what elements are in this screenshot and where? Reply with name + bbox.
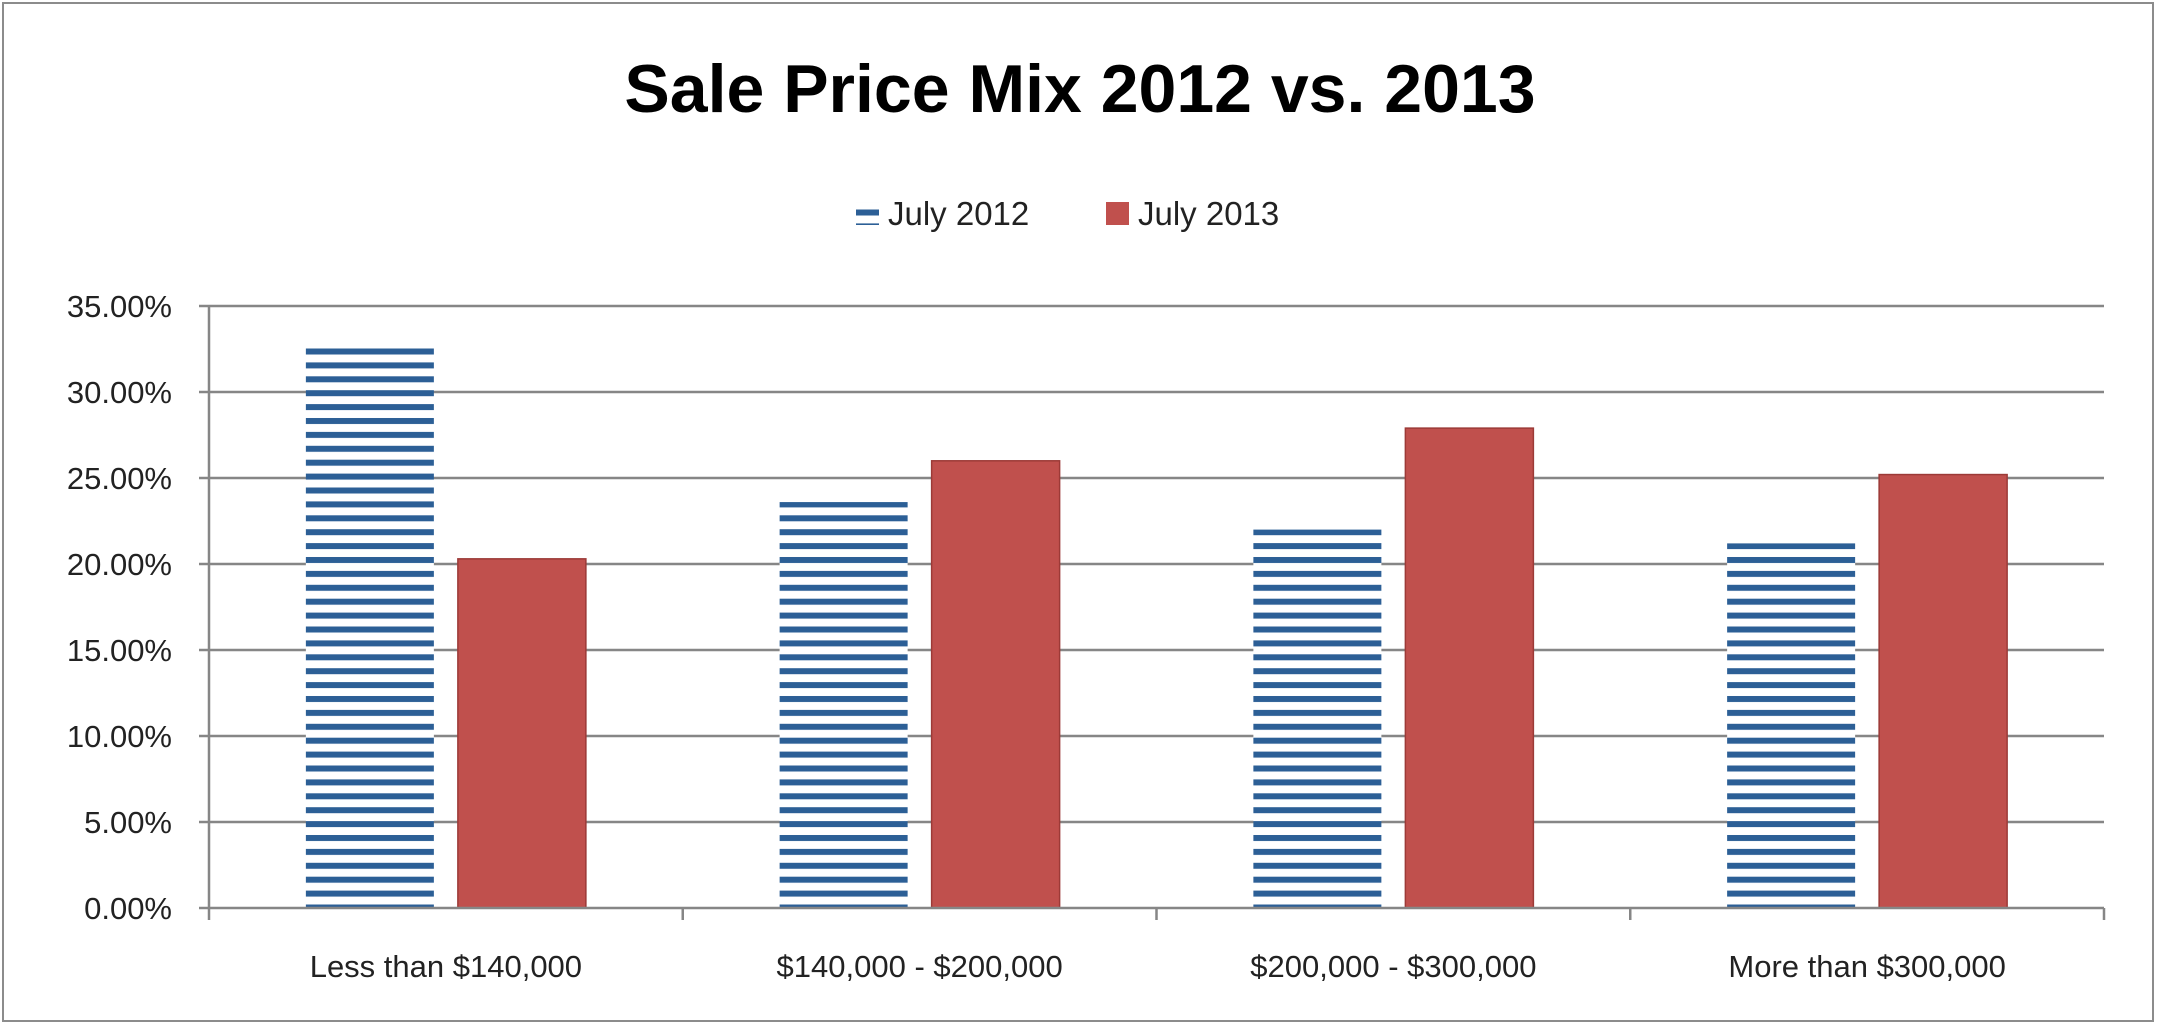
bar-july-2012 bbox=[779, 502, 908, 908]
y-tick-label: 10.00% bbox=[67, 719, 172, 754]
bar-july-2012 bbox=[305, 347, 434, 908]
y-tick-label: 20.00% bbox=[67, 547, 172, 582]
bar-july-2013 bbox=[930, 460, 1061, 909]
legend-item: July 2012 bbox=[856, 195, 1029, 232]
y-tick-label: 35.00% bbox=[67, 289, 172, 324]
x-tick-label: $140,000 - $200,000 bbox=[777, 949, 1063, 984]
x-tick-label: $200,000 - $300,000 bbox=[1250, 949, 1536, 984]
legend: July 2012 July 2013 bbox=[856, 195, 1279, 232]
x-tick-label: More than $300,000 bbox=[1728, 949, 2006, 984]
bar-july-2012 bbox=[1727, 543, 1856, 908]
bar-july-2012 bbox=[1253, 529, 1382, 908]
bar-july-2013 bbox=[1878, 473, 2008, 909]
y-tick-label: 25.00% bbox=[67, 461, 172, 496]
legend-label: July 2013 bbox=[1138, 195, 1279, 232]
bar-july-2013 bbox=[1404, 427, 1535, 909]
bars bbox=[305, 347, 2008, 909]
x-tick-label: Less than $140,000 bbox=[310, 949, 582, 984]
legend-swatch bbox=[1106, 202, 1129, 225]
legend-swatch bbox=[856, 202, 879, 225]
legend-label: July 2012 bbox=[888, 195, 1029, 232]
legend-item: July 2013 bbox=[1106, 195, 1279, 232]
axes: 0.00% 5.00% 10.00% 15.00% 20.00% 25.00% 30.00%… bbox=[67, 289, 2106, 984]
y-tick-label: 0.00% bbox=[84, 891, 172, 926]
y-tick-label: 15.00% bbox=[67, 633, 172, 668]
bar-july-2013 bbox=[457, 558, 587, 909]
chart-title: Sale Price Mix 2012 vs. 2013 bbox=[624, 51, 1535, 127]
y-tick-label: 30.00% bbox=[67, 375, 172, 410]
y-tick-label: 5.00% bbox=[84, 805, 172, 840]
